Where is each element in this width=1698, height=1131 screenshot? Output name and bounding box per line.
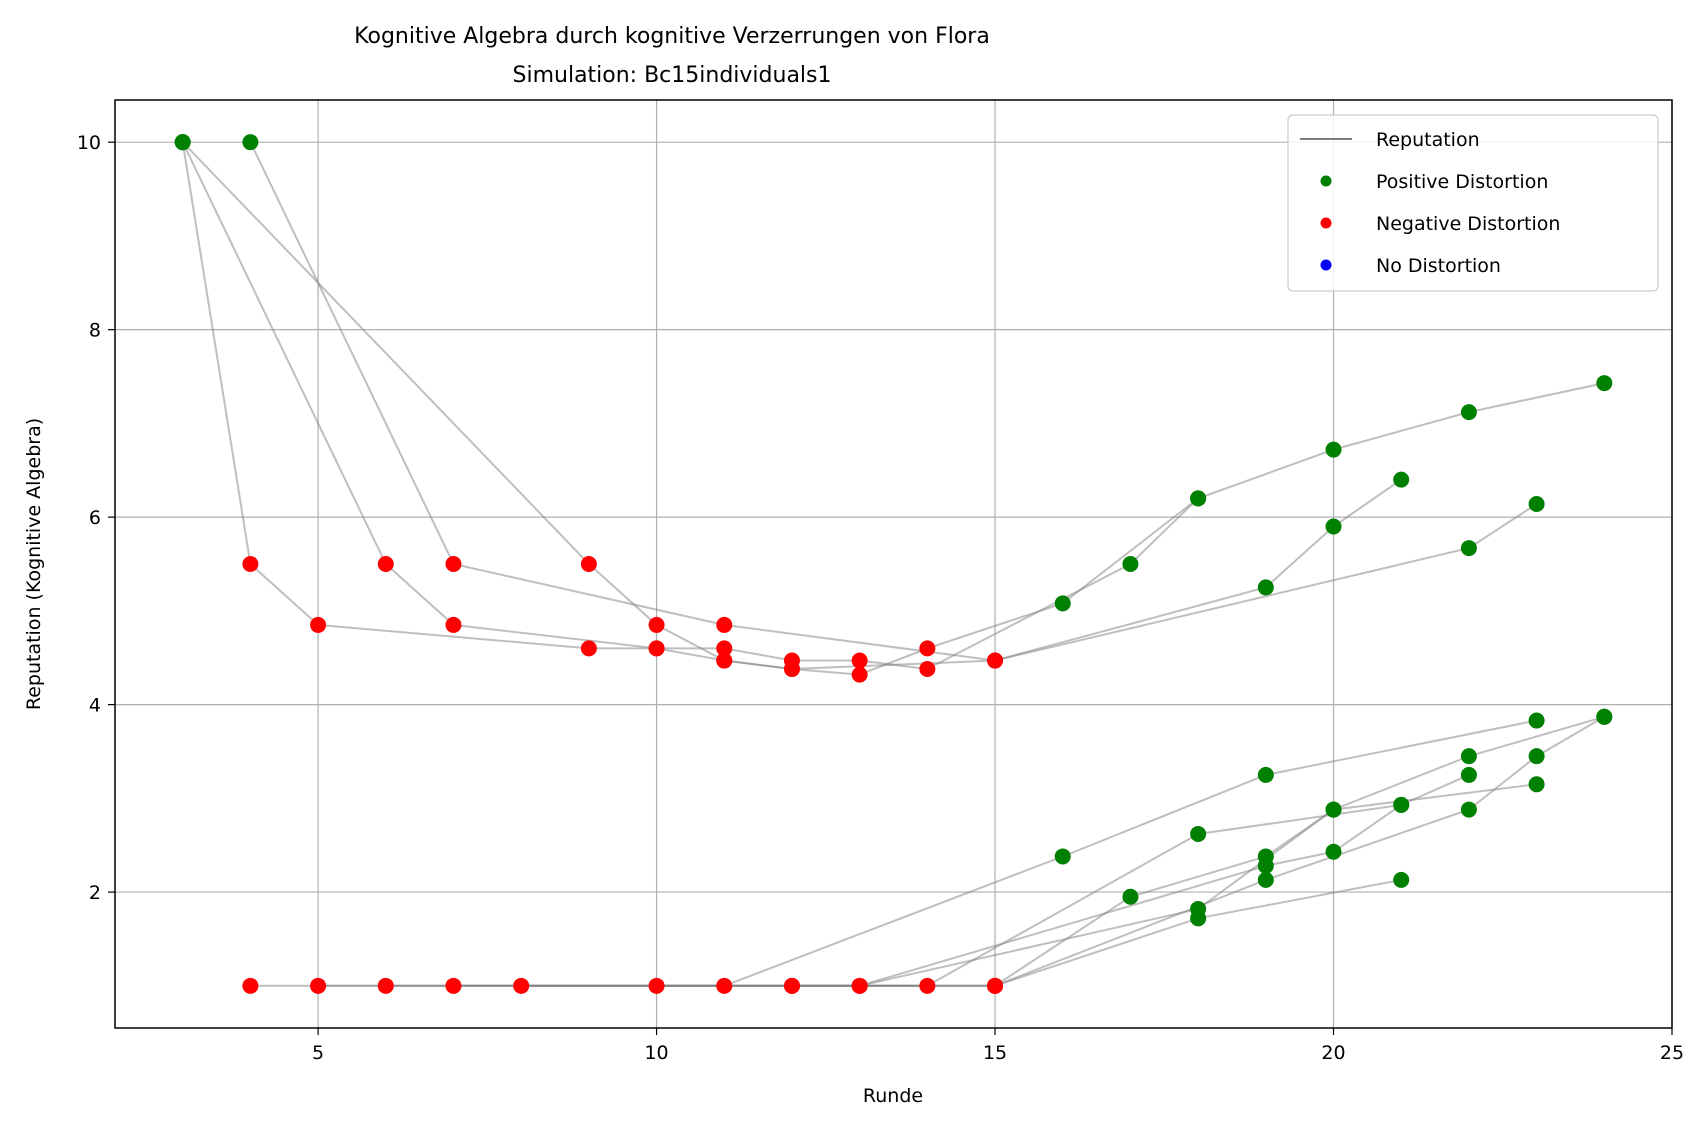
positive-distortion-point [1257, 857, 1274, 874]
legend-marker-swatch [1320, 217, 1332, 229]
negative-distortion-point [242, 977, 259, 994]
reputation-line [249, 141, 1538, 662]
positive-distortion-point [1528, 496, 1545, 513]
y-tick-label: 6 [89, 507, 101, 529]
negative-distortion-point [377, 556, 394, 572]
legend-box [1287, 114, 1659, 292]
y-tick-label: 8 [89, 320, 101, 342]
positive-distortion-point [1460, 404, 1477, 421]
legend-marker-swatch [1320, 175, 1332, 187]
positive-distortion-point [1460, 748, 1477, 765]
positive-distortion-point [1122, 556, 1139, 572]
chart-title: Kognitive Algebra durch kognitive Verzer… [354, 24, 990, 49]
x-tick-label: 10 [644, 1042, 668, 1064]
negative-distortion-point [716, 977, 733, 994]
positive-distortion-point [242, 134, 259, 151]
y-tick-label: 10 [77, 132, 101, 154]
x-tick-label: 20 [1321, 1042, 1345, 1064]
negative-distortion-point [851, 977, 868, 994]
negative-distortion-point [919, 660, 936, 677]
plot-frame [114, 99, 1673, 1029]
positive-distortion-point [1393, 471, 1410, 488]
negative-distortion-point [987, 652, 1004, 669]
positive-distortion-point [1393, 796, 1410, 813]
negative-distortion-point [445, 616, 462, 633]
positive-distortion-point [1596, 375, 1613, 392]
positive-distortion-point [1460, 540, 1477, 557]
negative-distortion-point [716, 640, 733, 657]
positive-distortion-point [1257, 871, 1274, 888]
negative-distortion-point [580, 640, 597, 657]
positive-distortion-point [1528, 776, 1545, 793]
positive-distortion-point [1528, 712, 1545, 729]
positive-distortion-point [1257, 766, 1274, 783]
positive-distortion-point [1190, 490, 1207, 507]
positive-distortion-point [1122, 888, 1139, 905]
legend-label: No Distortion [1376, 255, 1501, 277]
positive-distortion-point [1393, 871, 1410, 888]
negative-distortion-point [851, 652, 868, 669]
y-tick-label: 4 [89, 695, 101, 717]
legend-marker-swatch [1320, 259, 1332, 271]
legend-label: Reputation [1376, 129, 1480, 151]
negative-distortion-point [648, 640, 665, 657]
positive-distortion-point [1325, 843, 1342, 860]
positive-distortion-point [1054, 848, 1071, 865]
positive-distortion-point [174, 134, 191, 151]
negative-distortion-point [716, 652, 733, 669]
negative-distortion-point [716, 616, 733, 633]
chart-subtitle: Simulation: Bc15individuals1 [513, 63, 832, 88]
y-axis-label: Reputation (Kognitive Algebra) [23, 418, 45, 710]
negative-distortion-point [919, 977, 936, 994]
axis-ticks: 5 10 15 20 25 2 4 6 8 10 [77, 132, 1684, 1064]
negative-distortion-point [648, 977, 665, 994]
legend: Reputation Positive Distortion Negative Di… [1287, 114, 1659, 292]
negative-distortion-point [783, 977, 800, 994]
positive-distortion-point [1190, 910, 1207, 927]
positive-distortion-point [1528, 748, 1545, 765]
negative-distortion-point [310, 616, 327, 633]
reputation-line [181, 141, 1199, 671]
legend-label: Positive Distortion [1376, 171, 1548, 193]
negative-distortion-point [513, 977, 530, 994]
positive-distortion-point [1460, 801, 1477, 818]
negative-distortion-point [919, 640, 936, 657]
negative-distortion-point [377, 977, 394, 994]
reputation-line [792, 715, 1605, 987]
negative-distortion-point [783, 660, 800, 677]
x-tick-label: 15 [983, 1042, 1007, 1064]
negative-distortion-point [580, 556, 597, 572]
negative-distortion-point [851, 666, 868, 683]
distortion-markers [174, 134, 1613, 994]
negative-distortion-point [310, 977, 327, 994]
y-tick-label: 2 [89, 882, 101, 904]
positive-distortion-point [1257, 579, 1274, 596]
legend-label: Negative Distortion [1376, 213, 1560, 235]
negative-distortion-point [445, 556, 462, 572]
x-axis-label: Runde [863, 1085, 923, 1107]
positive-distortion-point [1054, 595, 1071, 612]
positive-distortion-point [1325, 801, 1342, 818]
positive-distortion-point [1596, 708, 1613, 725]
positive-distortion-point [1325, 518, 1342, 535]
positive-distortion-point [1325, 441, 1342, 458]
positive-distortion-point [1190, 825, 1207, 842]
negative-distortion-point [648, 616, 665, 633]
x-tick-label: 5 [312, 1042, 324, 1064]
negative-distortion-point [445, 977, 462, 994]
negative-distortion-point [242, 556, 259, 572]
x-tick-label: 25 [1660, 1042, 1684, 1064]
positive-distortion-point [1460, 766, 1477, 783]
negative-distortion-point [987, 977, 1004, 994]
reputation-line [181, 142, 1605, 676]
